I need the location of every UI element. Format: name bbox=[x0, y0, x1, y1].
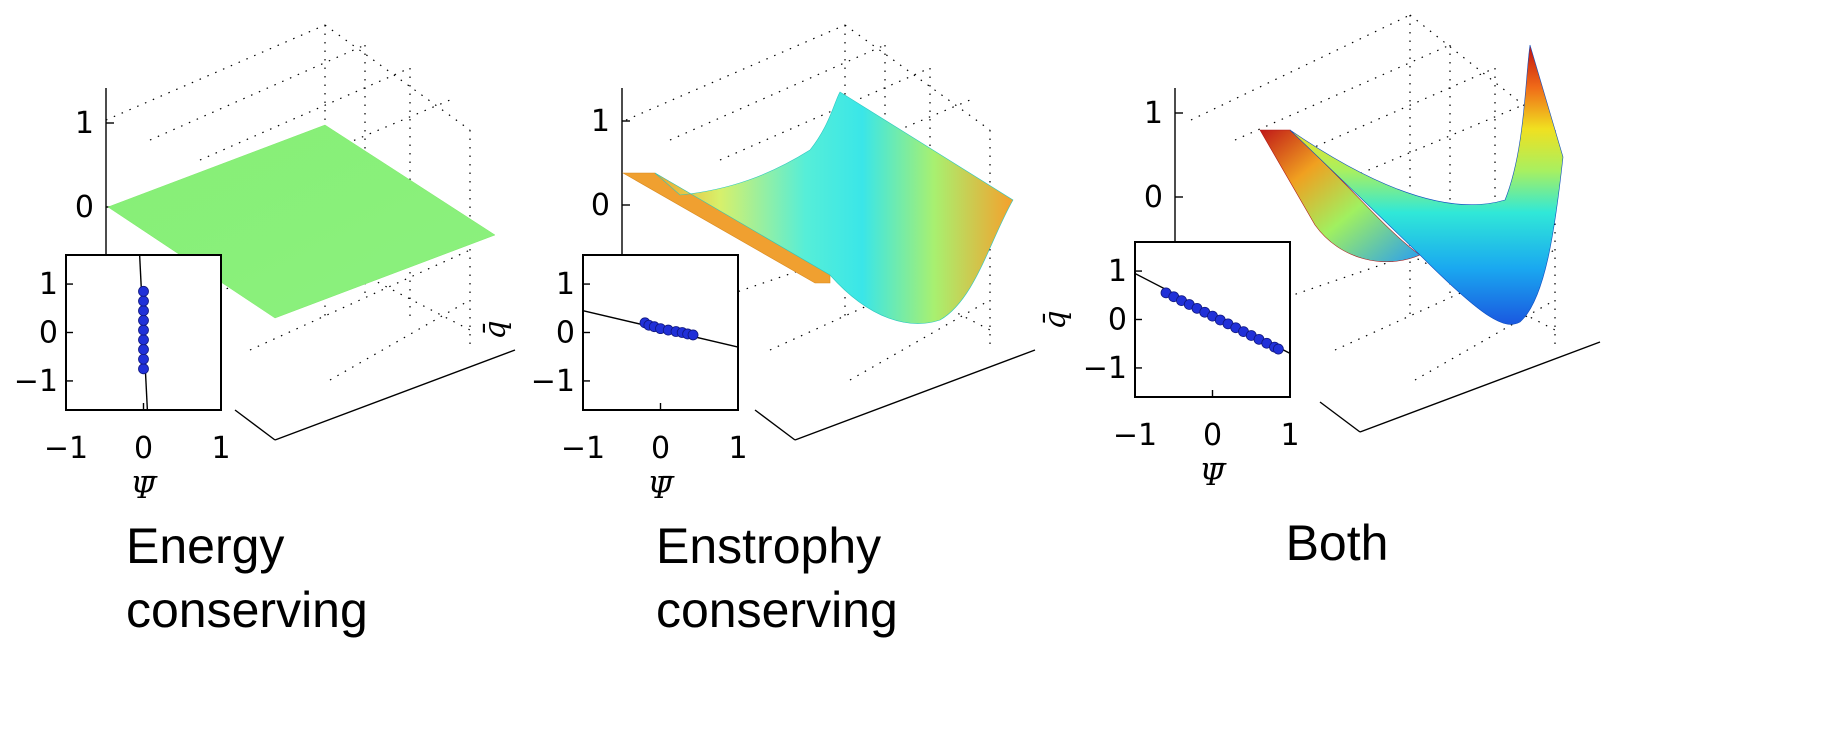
surface-lip bbox=[621, 172, 831, 284]
panel-2: 1 0 1 0 −1 −1 0 1 Ψ̄ Enstrophy conserving bbox=[531, 24, 1036, 638]
inset-scatter: 1 0 −1 −1 0 1 Ψ̄ bbox=[14, 254, 231, 506]
surface bbox=[621, 91, 1014, 324]
inset-scatter: 1 0 −1 −1 0 1 Ψ̄ bbox=[1083, 241, 1300, 493]
panel-1: 1 0 q̄ 1 0 −1 −1 0 1 Ψ̄ Energy conserving bbox=[14, 24, 516, 638]
z-tick-label: 0 bbox=[1144, 180, 1163, 215]
floor-axis-line bbox=[274, 349, 516, 441]
y-tick-label: 0 bbox=[39, 316, 58, 351]
grid-line bbox=[669, 44, 886, 141]
y-tick-label: −1 bbox=[1083, 351, 1127, 386]
x-tick-label: 1 bbox=[1280, 418, 1299, 453]
x-axis-label: Ψ̄ bbox=[130, 471, 158, 506]
grid-line bbox=[149, 44, 366, 141]
z-tick-label: 0 bbox=[75, 190, 94, 225]
data-point bbox=[138, 334, 149, 346]
inset-frame bbox=[65, 254, 222, 411]
grid-line bbox=[1409, 254, 1556, 331]
data-point bbox=[138, 314, 149, 326]
data-point bbox=[687, 329, 699, 341]
caption-line: conserving bbox=[126, 582, 368, 638]
grid-line bbox=[1190, 14, 1411, 121]
grid-line bbox=[324, 24, 471, 131]
grid-line bbox=[1414, 299, 1556, 381]
x-tick-label: −1 bbox=[561, 431, 605, 466]
x-tick-label: 1 bbox=[211, 431, 230, 466]
z-tick-label: 0 bbox=[591, 188, 610, 223]
z-axis-label: q̄ bbox=[478, 320, 513, 339]
y-tick-label: −1 bbox=[531, 364, 575, 399]
data-point bbox=[138, 363, 149, 375]
caption-line: Enstrophy bbox=[656, 518, 881, 574]
floor-axis-line bbox=[1319, 401, 1361, 433]
grid-line bbox=[1234, 44, 1451, 141]
y-tick-label: 1 bbox=[556, 267, 575, 302]
z-tick-label: 1 bbox=[1144, 96, 1163, 131]
surface-body bbox=[654, 91, 1014, 324]
grid-line bbox=[329, 299, 471, 381]
floor-axis-line bbox=[754, 409, 796, 441]
grid-line bbox=[625, 24, 846, 121]
data-point bbox=[138, 344, 149, 355]
grid-line bbox=[105, 24, 326, 121]
y-tick-label: 0 bbox=[556, 316, 575, 351]
x-axis-label: Ψ̄ bbox=[1199, 458, 1227, 493]
data-point bbox=[138, 285, 149, 297]
caption-line: Energy bbox=[126, 518, 284, 574]
data-point bbox=[138, 305, 149, 317]
x-tick-label: 1 bbox=[728, 431, 747, 466]
z-tick-label: 1 bbox=[591, 104, 610, 139]
panel-3: 1 0 q̄ 1 0 −1 −1 0 1 Ψ̄ Both bbox=[1038, 14, 1601, 571]
floor-axis-line bbox=[1359, 341, 1601, 433]
grid-line bbox=[324, 254, 471, 331]
x-tick-label: 0 bbox=[1203, 418, 1222, 453]
data-point bbox=[1272, 343, 1284, 355]
data-point bbox=[138, 295, 149, 307]
floor-axis-line bbox=[234, 409, 276, 441]
y-tick-label: 0 bbox=[1108, 303, 1127, 338]
z-tick-label: 1 bbox=[75, 106, 94, 141]
grid-line bbox=[849, 299, 991, 381]
grid-line bbox=[1284, 67, 1496, 161]
x-axis-label: Ψ̄ bbox=[647, 471, 675, 506]
caption-line: conserving bbox=[656, 582, 898, 638]
x-tick-label: −1 bbox=[44, 431, 88, 466]
surface-body bbox=[1289, 44, 1564, 325]
x-tick-label: 0 bbox=[134, 431, 153, 466]
y-tick-label: −1 bbox=[14, 364, 58, 399]
grid-line bbox=[1344, 99, 1536, 181]
y-tick-label: 1 bbox=[1108, 254, 1127, 289]
z-axis-label: q̄ bbox=[1038, 310, 1073, 329]
data-point bbox=[138, 324, 149, 336]
data-point bbox=[138, 353, 149, 365]
inset-scatter: 1 0 −1 −1 0 1 Ψ̄ bbox=[531, 254, 748, 506]
x-tick-label: −1 bbox=[1113, 418, 1157, 453]
caption-line: Both bbox=[1286, 515, 1389, 571]
surface bbox=[1259, 44, 1564, 325]
grid-line bbox=[844, 254, 991, 331]
y-tick-label: 1 bbox=[39, 267, 58, 302]
floor-axis-line bbox=[794, 349, 1036, 441]
x-tick-label: 0 bbox=[651, 431, 670, 466]
